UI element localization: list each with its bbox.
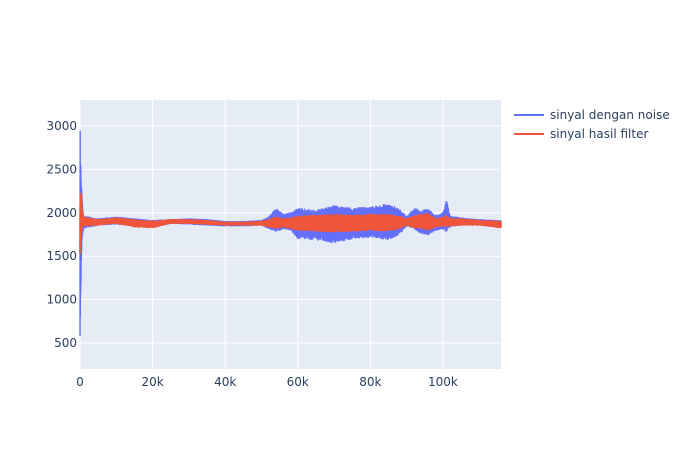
y-tick-label: 500 — [54, 336, 77, 350]
x-tick-label: 20k — [141, 375, 163, 389]
x-axis-ticks: 0 20k 40k 60k 80k 100k — [76, 375, 458, 389]
x-tick-label: 40k — [214, 375, 236, 389]
x-tick-label: 0 — [76, 375, 84, 389]
x-tick-label: 100k — [428, 375, 458, 389]
y-axis-ticks: 500 1000 1500 2000 2500 3000 — [46, 119, 77, 350]
y-tick-label: 2000 — [46, 206, 77, 220]
y-tick-label: 2500 — [46, 162, 77, 176]
y-tick-label: 3000 — [46, 119, 77, 133]
series-line-filtered[interactable] — [79, 192, 502, 255]
legend-label: sinyal dengan noise — [550, 108, 670, 122]
y-tick-label: 1000 — [46, 293, 77, 307]
y-tick-label: 1500 — [46, 249, 77, 263]
legend[interactable]: sinyal dengan noise sinyal hasil filter — [514, 108, 670, 141]
legend-item[interactable]: sinyal dengan noise — [514, 108, 670, 122]
legend-item[interactable]: sinyal hasil filter — [514, 127, 648, 141]
legend-label: sinyal hasil filter — [550, 127, 648, 141]
plot-background — [80, 100, 501, 369]
x-tick-label: 60k — [287, 375, 309, 389]
x-tick-label: 80k — [359, 375, 381, 389]
series-layer — [79, 130, 502, 337]
